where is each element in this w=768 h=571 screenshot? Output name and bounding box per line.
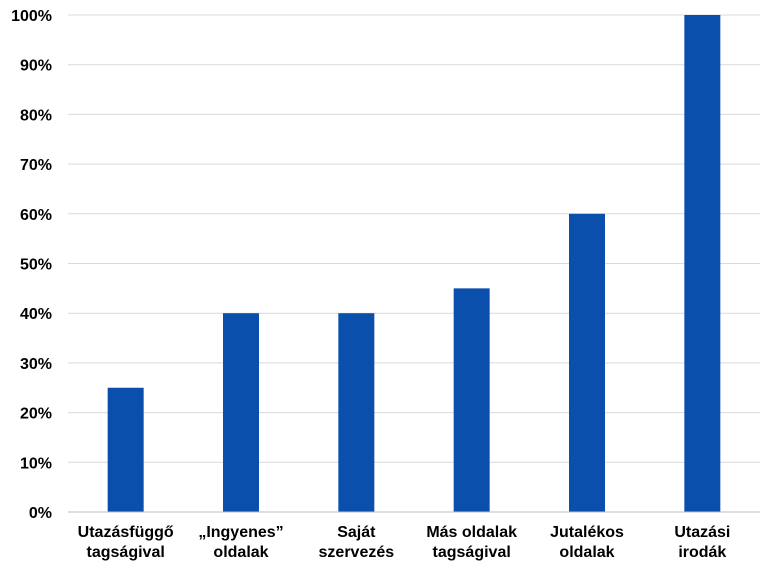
x-category-label: Jutalékos oldalak [550, 524, 624, 561]
y-tick-label: 30% [20, 356, 52, 373]
y-tick-label: 0% [29, 505, 52, 522]
bar [453, 288, 490, 512]
bars [107, 15, 721, 513]
x-axis-category-labels: Utazásfüggő tagságival „Ingyenes” oldalak Sa… [78, 524, 731, 561]
bar [684, 15, 721, 512]
bar [338, 313, 375, 512]
y-tick-label: 60% [20, 207, 52, 224]
x-category-label: Utazási irodák [674, 524, 730, 561]
x-category-label: „Ingyenes” oldalak [198, 524, 283, 561]
y-tick-label: 90% [20, 58, 52, 75]
y-tick-label: 100% [11, 8, 52, 25]
y-axis-tick-labels: 0% 10% 20% 30% 40% 50% 60% 70% 80% 90% 100% [11, 8, 52, 522]
y-tick-label: 50% [20, 257, 52, 274]
gridlines [68, 14, 760, 463]
y-tick-label: 70% [20, 157, 52, 174]
y-tick-label: 20% [20, 406, 52, 423]
x-category-label: Más oldalak tagságival [426, 524, 517, 561]
bar [223, 313, 259, 512]
y-tick-label: 80% [20, 107, 52, 124]
y-tick-label: 40% [20, 306, 52, 323]
x-category-label: Saját szervezés [319, 524, 395, 561]
x-category-label: Utazásfüggő tagságival [78, 524, 174, 561]
bar [569, 213, 605, 513]
y-tick-label: 10% [20, 455, 52, 472]
bar [107, 387, 144, 512]
